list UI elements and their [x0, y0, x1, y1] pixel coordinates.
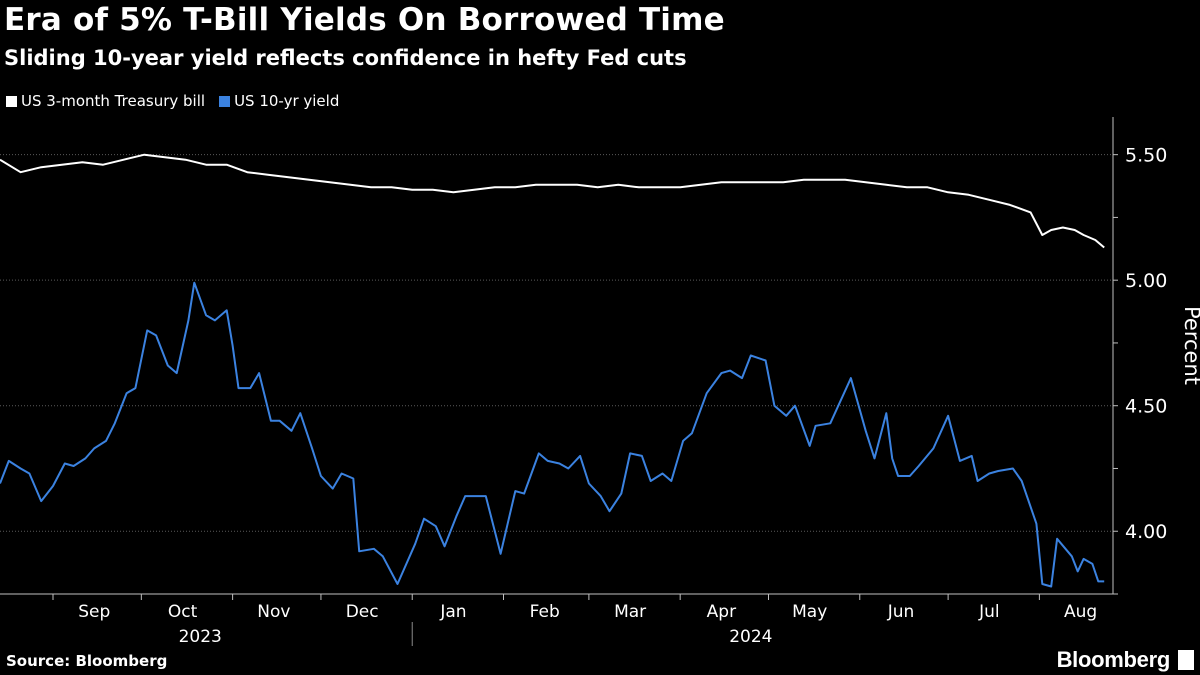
bloomberg-logo: Bloomberg [1056, 647, 1171, 672]
x-tick-label: Nov [257, 602, 290, 622]
legend-swatch-tbill [6, 95, 17, 107]
x-tick-label: May [792, 602, 827, 622]
legend-label-tbill: US 3-month Treasury bill [21, 92, 206, 110]
legend-label-10yr: US 10-yr yield [234, 92, 340, 110]
y-tick-label: 5.50 [1125, 145, 1167, 167]
y-axis-title: Percent [1180, 306, 1200, 385]
x-tick-label: Mar [614, 602, 646, 622]
x-tick-label: Feb [530, 602, 560, 622]
x-tick-label: Jan [439, 602, 466, 622]
y-tick-label: 4.50 [1125, 396, 1167, 418]
chart-legend: US 3-month Treasury bill US 10-yr yield [6, 92, 353, 110]
x-tick-label: Jul [978, 602, 1000, 622]
x-tick-label: Jun [887, 602, 915, 622]
year-label: 2023 [179, 627, 222, 647]
x-tick-label: Dec [346, 602, 379, 622]
series-line-tbill [0, 153, 1105, 249]
x-tick-label: Sep [78, 602, 110, 622]
series-line-10yr [0, 281, 1105, 588]
source-note: Source: Bloomberg [6, 652, 168, 670]
legend-item-10yr: US 10-yr yield [219, 92, 339, 110]
x-tick-label: Apr [707, 602, 736, 622]
chart-subtitle: Sliding 10-year yield reflects confidenc… [4, 46, 687, 70]
y-tick-label: 4.00 [1125, 521, 1167, 543]
x-tick-label: Aug [1064, 602, 1097, 622]
bloomberg-mark-icon [1178, 650, 1194, 670]
y-tick-label: 5.00 [1125, 270, 1167, 292]
year-label: 2024 [729, 627, 772, 647]
x-tick-label: Oct [168, 602, 198, 622]
chart-title: Era of 5% T-Bill Yields On Borrowed Time [4, 2, 725, 38]
legend-swatch-10yr [219, 95, 231, 107]
legend-item-tbill: US 3-month Treasury bill [6, 92, 205, 110]
